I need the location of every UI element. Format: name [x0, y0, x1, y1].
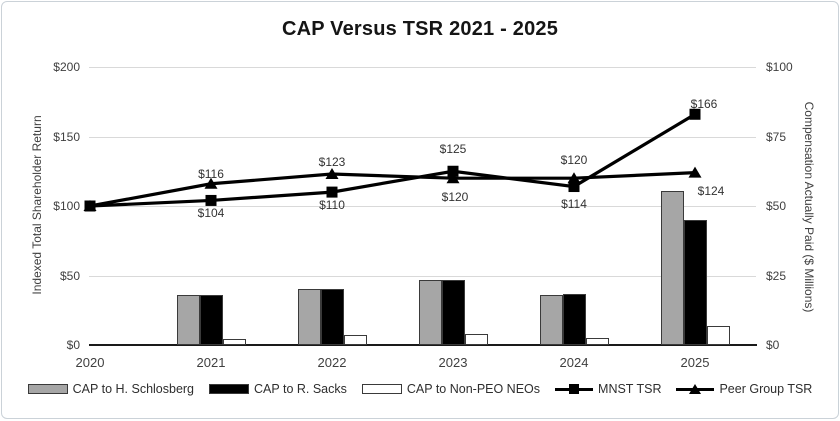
data-label: $120: [441, 190, 469, 205]
legend-item-peer-group-tsr: Peer Group TSR: [676, 382, 812, 396]
bar: [222, 339, 246, 345]
x-axis-label: 2024: [559, 355, 589, 370]
legend-label: CAP to H. Schlosberg: [72, 382, 195, 396]
line-triangle-marker-icon: [676, 383, 715, 395]
x-axis-label: 2021: [196, 355, 226, 370]
legend-label: MNST TSR: [598, 382, 662, 396]
bar: [660, 190, 684, 345]
right-axis-tick: $75: [766, 129, 787, 144]
bar: [441, 279, 465, 345]
black-bar-swatch-icon: [209, 384, 250, 394]
legend: CAP to H. Schlosberg CAP to R. Sacks CAP…: [2, 382, 838, 396]
right-axis-tick: $25: [766, 268, 787, 283]
left-axis-tick: $150: [53, 129, 80, 144]
data-label: $104: [197, 206, 225, 221]
data-label: $124: [697, 183, 725, 198]
right-axis-tick: $0: [766, 338, 780, 352]
bar: [539, 294, 563, 345]
left-axis-tick: $100: [53, 199, 80, 213]
bar: [343, 335, 367, 345]
line-square-marker-icon: [555, 383, 594, 395]
square-marker: [568, 181, 580, 193]
data-label: $114: [561, 196, 587, 211]
gridline: [89, 136, 756, 138]
legend-item-cap-sacks: CAP to R. Sacks: [209, 382, 347, 396]
x-axis-label: 2025: [680, 355, 710, 370]
line-square: [89, 112, 696, 208]
bar: [297, 289, 321, 345]
x-axis-label: 2022: [317, 355, 347, 370]
legend-item-mnst-tsr: MNST TSR: [555, 382, 661, 396]
triangle-marker: [325, 168, 339, 180]
left-axis-tick: $50: [59, 268, 80, 283]
x-axis-label: 2023: [438, 355, 468, 370]
triangle-marker: [446, 172, 460, 184]
square-marker: [447, 165, 459, 177]
data-label: $120: [560, 153, 588, 168]
x-axis-line: [89, 344, 757, 346]
legend-item-cap-schlosberg: CAP to H. Schlosberg: [27, 382, 195, 396]
bar: [320, 289, 344, 345]
x-axis-label: 2020: [75, 355, 105, 370]
legend-label: CAP to R. Sacks: [254, 382, 347, 396]
line-triangle: [89, 171, 696, 208]
square-marker: [326, 186, 338, 198]
bar: [199, 294, 223, 345]
data-label: $110: [319, 198, 345, 213]
triangle-marker: [567, 172, 581, 184]
square-marker: [205, 194, 217, 206]
bar: [418, 279, 442, 345]
data-label: $166: [690, 97, 718, 112]
data-label: $123: [318, 155, 346, 170]
legend-item-cap-non-peo: CAP to Non-PEO NEOs: [361, 382, 541, 396]
gridline: [89, 67, 756, 68]
chart-title: CAP Versus TSR 2021 - 2025: [281, 18, 559, 40]
white-bar-swatch-icon: [361, 384, 402, 394]
gray-bar-swatch-icon: [27, 384, 68, 394]
gridline: [89, 206, 756, 207]
bar: [562, 293, 586, 345]
bar: [464, 333, 488, 345]
triangle-marker: [688, 166, 702, 178]
left-axis-tick: $0: [66, 338, 80, 352]
left-axis-tick: $200: [53, 60, 80, 74]
data-label: $116: [198, 166, 224, 181]
legend-label: Peer Group TSR: [719, 382, 813, 396]
legend-label: CAP to Non-PEO NEOs: [406, 382, 541, 396]
bar: [683, 219, 707, 345]
bar: [706, 325, 730, 345]
gridline: [89, 275, 756, 277]
bar: [176, 294, 200, 345]
right-axis-tick: $100: [766, 60, 793, 74]
right-axis-tick: $50: [766, 199, 787, 213]
data-label: $125: [439, 142, 467, 157]
bar: [585, 338, 609, 345]
